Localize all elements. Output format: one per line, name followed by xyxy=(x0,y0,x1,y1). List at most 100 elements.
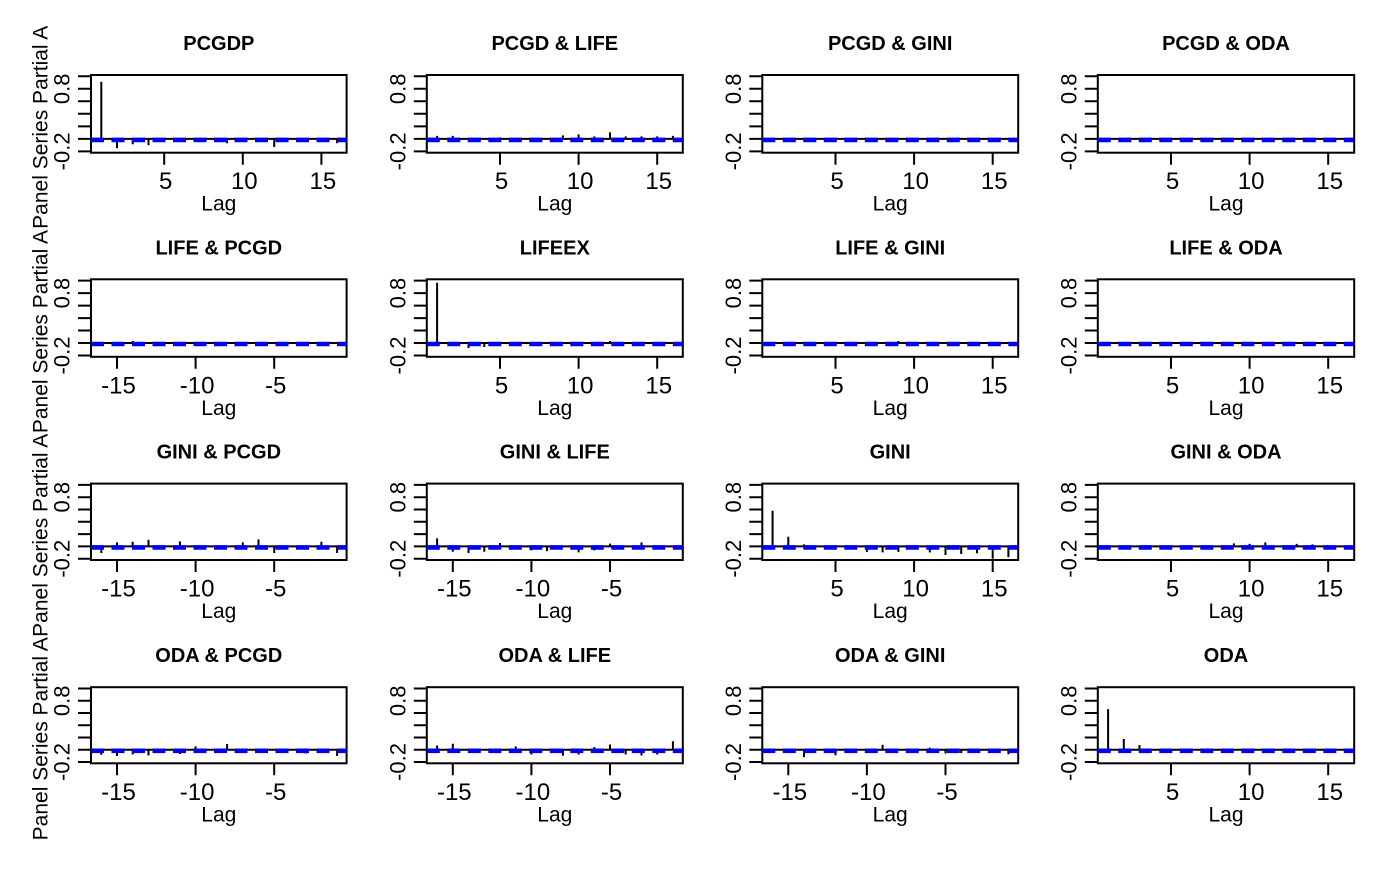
svg-text:10: 10 xyxy=(1238,779,1265,806)
svg-text:-10: -10 xyxy=(516,779,551,806)
svg-text:0.8: 0.8 xyxy=(721,74,746,105)
svg-text:-5: -5 xyxy=(265,576,286,603)
svg-text:0.8: 0.8 xyxy=(721,278,746,309)
svg-text:10: 10 xyxy=(1238,576,1265,603)
svg-text:15: 15 xyxy=(981,168,1008,195)
svg-text:-0.2: -0.2 xyxy=(385,132,410,170)
svg-text:Lag: Lag xyxy=(1208,600,1243,623)
svg-text:ODA: ODA xyxy=(1204,645,1248,667)
svg-text:15: 15 xyxy=(1316,168,1343,195)
svg-text:-10: -10 xyxy=(851,779,886,806)
svg-text:-10: -10 xyxy=(180,576,215,603)
svg-text:5: 5 xyxy=(830,372,843,399)
svg-text:-0.2: -0.2 xyxy=(385,540,410,578)
svg-text:0.8: 0.8 xyxy=(385,482,410,513)
svg-text:-10: -10 xyxy=(180,779,215,806)
svg-text:15: 15 xyxy=(645,168,672,195)
svg-text:15: 15 xyxy=(1316,779,1343,806)
svg-text:0.8: 0.8 xyxy=(1056,278,1081,309)
svg-text:ODA & GINI: ODA & GINI xyxy=(835,645,945,667)
svg-text:-15: -15 xyxy=(437,576,472,603)
svg-text:-5: -5 xyxy=(265,372,286,399)
svg-text:GINI & LIFE: GINI & LIFE xyxy=(500,442,610,464)
svg-text:PCGD & GINI: PCGD & GINI xyxy=(828,33,952,55)
svg-text:15: 15 xyxy=(645,372,672,399)
svg-text:0.8: 0.8 xyxy=(1056,686,1081,717)
svg-text:-0.2: -0.2 xyxy=(1056,540,1081,578)
svg-text:GINI & ODA: GINI & ODA xyxy=(1170,442,1281,464)
svg-text:Lag: Lag xyxy=(873,193,908,216)
svg-text:-10: -10 xyxy=(516,576,551,603)
svg-text:LIFEEX: LIFEEX xyxy=(520,237,591,259)
svg-text:Lag: Lag xyxy=(201,600,236,623)
svg-text:Panel Series Partial A: Panel Series Partial A xyxy=(30,26,53,229)
svg-text:Lag: Lag xyxy=(201,397,236,420)
svg-text:PCGD & LIFE: PCGD & LIFE xyxy=(491,33,618,55)
svg-text:-15: -15 xyxy=(101,372,136,399)
svg-text:10: 10 xyxy=(902,576,929,603)
svg-text:5: 5 xyxy=(830,576,843,603)
svg-text:0.8: 0.8 xyxy=(50,278,75,309)
svg-text:Lag: Lag xyxy=(537,600,572,623)
svg-text:5: 5 xyxy=(1166,779,1179,806)
svg-text:-5: -5 xyxy=(265,779,286,806)
svg-text:0.8: 0.8 xyxy=(385,278,410,309)
svg-text:Lag: Lag xyxy=(873,600,908,623)
svg-text:0.8: 0.8 xyxy=(385,686,410,717)
svg-text:-0.2: -0.2 xyxy=(1056,743,1081,781)
svg-text:PCGD & ODA: PCGD & ODA xyxy=(1162,33,1290,55)
svg-text:LIFE & ODA: LIFE & ODA xyxy=(1169,237,1282,259)
svg-text:5: 5 xyxy=(495,168,508,195)
svg-text:-15: -15 xyxy=(101,576,136,603)
svg-text:10: 10 xyxy=(1238,168,1265,195)
svg-text:-0.2: -0.2 xyxy=(721,337,746,375)
svg-text:Lag: Lag xyxy=(1208,397,1243,420)
svg-text:Panel Series Partial A: Panel Series Partial A xyxy=(30,230,53,433)
svg-text:15: 15 xyxy=(981,372,1008,399)
svg-text:5: 5 xyxy=(1166,576,1179,603)
svg-text:GINI & PCGD: GINI & PCGD xyxy=(157,442,281,464)
svg-text:-0.2: -0.2 xyxy=(721,743,746,781)
svg-text:Lag: Lag xyxy=(873,803,908,826)
svg-text:-0.2: -0.2 xyxy=(385,743,410,781)
svg-text:-0.2: -0.2 xyxy=(385,337,410,375)
svg-text:5: 5 xyxy=(1166,168,1179,195)
svg-text:0.8: 0.8 xyxy=(721,686,746,717)
svg-text:GINI: GINI xyxy=(870,442,911,464)
svg-text:10: 10 xyxy=(1238,372,1265,399)
svg-text:-15: -15 xyxy=(437,779,472,806)
svg-text:Panel Series Partial A: Panel Series Partial A xyxy=(30,637,53,840)
svg-text:LIFE & PCGD: LIFE & PCGD xyxy=(155,237,282,259)
svg-text:Lag: Lag xyxy=(873,397,908,420)
svg-text:0.8: 0.8 xyxy=(721,482,746,513)
svg-text:Lag: Lag xyxy=(537,803,572,826)
svg-text:-5: -5 xyxy=(601,576,622,603)
svg-text:-15: -15 xyxy=(101,779,136,806)
svg-text:-0.2: -0.2 xyxy=(1056,132,1081,170)
svg-text:10: 10 xyxy=(902,168,929,195)
svg-text:ODA & PCGD: ODA & PCGD xyxy=(155,645,282,667)
svg-text:5: 5 xyxy=(1166,372,1179,399)
svg-text:-0.2: -0.2 xyxy=(1056,337,1081,375)
svg-text:ODA & LIFE: ODA & LIFE xyxy=(499,645,612,667)
svg-text:15: 15 xyxy=(981,576,1008,603)
svg-text:0.8: 0.8 xyxy=(50,686,75,717)
svg-text:10: 10 xyxy=(567,168,594,195)
svg-text:-0.2: -0.2 xyxy=(50,540,75,578)
svg-text:Panel Series Partial A: Panel Series Partial A xyxy=(30,434,53,637)
svg-text:Lag: Lag xyxy=(537,193,572,216)
svg-text:0.8: 0.8 xyxy=(1056,74,1081,105)
svg-text:15: 15 xyxy=(310,168,337,195)
svg-text:-0.2: -0.2 xyxy=(50,337,75,375)
svg-text:10: 10 xyxy=(231,168,258,195)
svg-text:10: 10 xyxy=(902,372,929,399)
svg-text:Lag: Lag xyxy=(537,397,572,420)
svg-text:5: 5 xyxy=(495,372,508,399)
svg-text:-0.2: -0.2 xyxy=(50,132,75,170)
svg-text:-0.2: -0.2 xyxy=(721,132,746,170)
svg-text:Lag: Lag xyxy=(201,803,236,826)
svg-text:-5: -5 xyxy=(936,779,957,806)
svg-text:0.8: 0.8 xyxy=(1056,482,1081,513)
svg-text:Lag: Lag xyxy=(201,193,236,216)
svg-text:15: 15 xyxy=(1316,576,1343,603)
